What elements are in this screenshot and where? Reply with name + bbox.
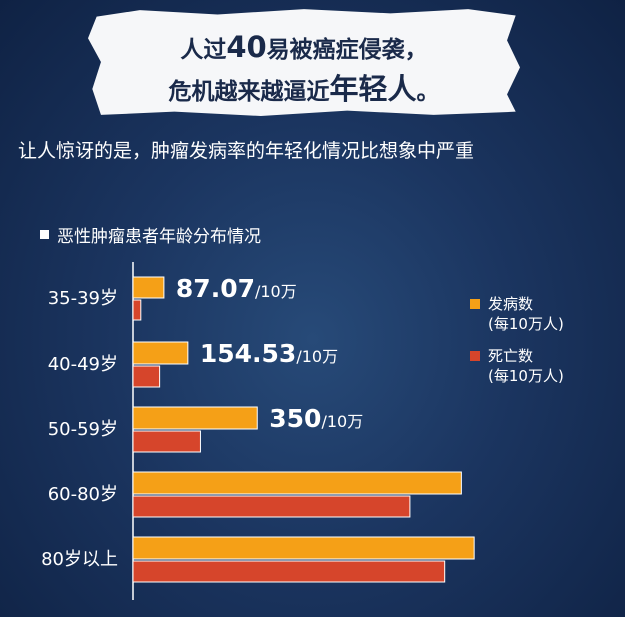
legend-incidence-swatch (470, 299, 480, 309)
bullet-square-icon (40, 230, 49, 239)
data-label: 87.07/10万 (176, 274, 297, 303)
subtitle: 让人惊讶的是，肿瘤发病率的年轻化情况比想象中严重 (18, 140, 475, 162)
headline-line-2: 危机越来越逼近年轻人。 (168, 72, 440, 106)
category-label: 35-39岁 (48, 288, 118, 309)
headline-line-1: 人过40易被癌症侵袭， (180, 30, 428, 64)
legend-deaths-unit: (每10万人) (488, 367, 564, 385)
bar-incidence (132, 471, 462, 495)
category-label: 50-59岁 (48, 419, 118, 440)
legend-deaths-swatch (470, 351, 480, 361)
bar-deaths (132, 430, 201, 453)
bar-deaths (132, 299, 142, 321)
bar-incidence (132, 341, 189, 365)
bar-deaths (132, 495, 411, 518)
legend-deaths: 死亡数 (每10万人) (470, 346, 564, 386)
legend-incidence: 发病数 (每10万人) (470, 294, 564, 334)
legend-incidence-unit: (每10万人) (488, 315, 564, 333)
legend-incidence-name: 发病数 (488, 295, 534, 313)
bar-incidence (132, 406, 258, 430)
chart-title: 恶性肿瘤患者年龄分布情况 (40, 222, 261, 247)
category-label: 80岁以上 (41, 549, 118, 570)
bar-deaths (132, 365, 161, 388)
data-label: 350/10万 (269, 404, 363, 433)
category-label: 40-49岁 (48, 354, 118, 375)
headline-banner (88, 9, 520, 116)
category-label: 60-80岁 (48, 484, 118, 505)
bar-incidence (132, 276, 165, 299)
data-label: 154.53/10万 (200, 339, 338, 368)
legend-deaths-name: 死亡数 (488, 347, 534, 365)
bar-incidence (132, 536, 475, 560)
bar-deaths (132, 560, 446, 583)
